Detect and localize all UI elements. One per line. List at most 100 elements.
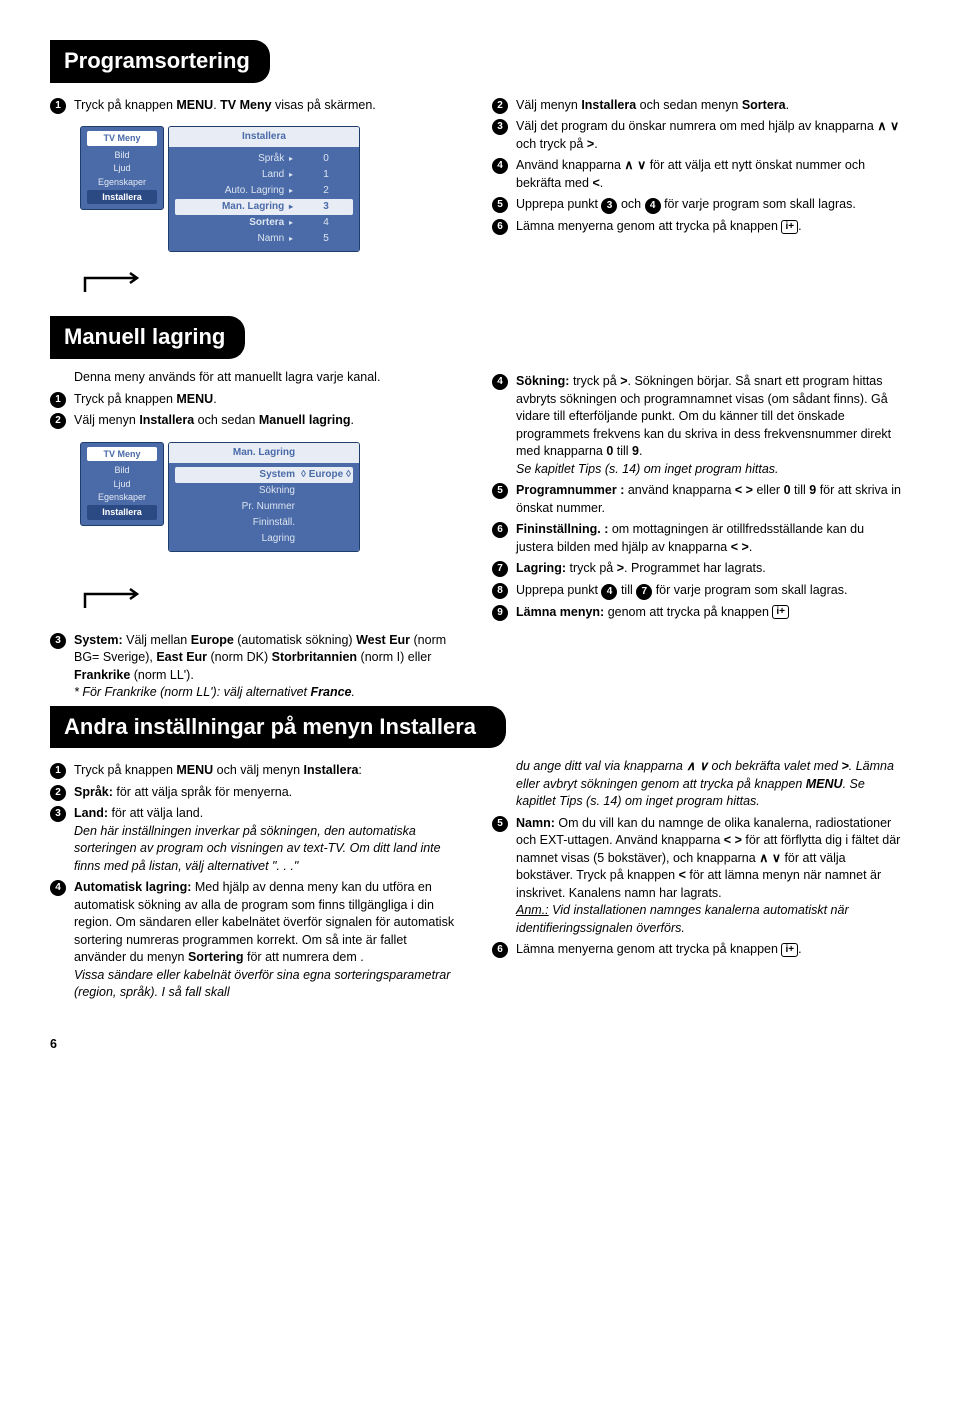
l: Auto. Lagring bbox=[225, 185, 285, 196]
text: Tryck på knappen bbox=[74, 98, 176, 112]
note: Anm.: Vid installationen namnges kanaler… bbox=[516, 902, 904, 937]
kw: West Eur bbox=[356, 633, 410, 647]
arrow-right-icon bbox=[587, 137, 594, 151]
kw: MENU bbox=[176, 392, 213, 406]
text: och välj menyn bbox=[213, 763, 303, 777]
text: genom att trycka på knappen bbox=[604, 605, 772, 619]
bullet-4: 4 bbox=[492, 374, 508, 390]
lead: Språk: bbox=[74, 785, 113, 799]
lead: Sökning: bbox=[516, 374, 569, 388]
side-line: Egenskaper bbox=[87, 491, 157, 504]
sec1-right: 2 Välj menyn Installera och sedan menyn … bbox=[492, 93, 904, 316]
item-body: Tryck på knappen MENU och välj menyn Ins… bbox=[74, 762, 462, 780]
text: . bbox=[213, 392, 216, 406]
bullet-5: 5 bbox=[492, 197, 508, 213]
arrow-right-icon bbox=[746, 483, 753, 497]
l: Man. Lagring bbox=[222, 201, 284, 212]
bullet-ref-4: 4 bbox=[601, 584, 617, 600]
sec3-right: du ange ditt val via knapparna och bekrä… bbox=[492, 758, 904, 1006]
bullet-1: 1 bbox=[50, 763, 66, 779]
menu-figure-2: TV Meny Bild Ljud Egenskaper Installera … bbox=[80, 442, 462, 612]
bullet-9: 9 bbox=[492, 605, 508, 621]
text: Använd knapparna bbox=[516, 158, 624, 172]
l: Namn bbox=[258, 233, 285, 244]
lead: Programnummer : bbox=[516, 483, 624, 497]
kw: Installera bbox=[139, 413, 194, 427]
sec2-item7: 7 Lagring: tryck på . Programmet har lag… bbox=[492, 560, 904, 578]
menu-row: Namn 5 bbox=[175, 231, 353, 247]
l: Land bbox=[262, 169, 284, 180]
bullet-3: 3 bbox=[50, 633, 66, 649]
menu-side-tab: TV Meny Bild Ljud Egenskaper Installera bbox=[80, 442, 164, 526]
menu-arrow-icon bbox=[80, 272, 164, 296]
menu-row: Sökning bbox=[175, 483, 353, 499]
sec1-item6: 6 Lämna menyerna genom att trycka på kna… bbox=[492, 218, 904, 236]
item-body: Fininställning. : om mottagningen är oti… bbox=[516, 521, 904, 556]
kw: MENU bbox=[806, 777, 843, 791]
r: 3 bbox=[301, 200, 351, 214]
sec3-item5: 5 Namn: Om du vill kan du namnge de olik… bbox=[492, 815, 904, 938]
side-line: Egenskaper bbox=[87, 176, 157, 189]
arrow-up-icon bbox=[759, 851, 768, 865]
sec2-item9: 9 Lämna menyn: genom att trycka på knapp… bbox=[492, 604, 904, 622]
l: Pr. Nummer bbox=[177, 500, 301, 514]
arrow-right-icon bbox=[735, 833, 742, 847]
text: eller bbox=[753, 483, 784, 497]
r: 5 bbox=[301, 232, 351, 246]
bullet-3: 3 bbox=[50, 806, 66, 822]
sec2-item8: 8 Upprepa punkt 4 till 7 för varje progr… bbox=[492, 582, 904, 600]
sec3-item1: 1 Tryck på knappen MENU och välj menyn I… bbox=[50, 762, 462, 780]
text: . bbox=[639, 444, 642, 458]
sec2-item4: 4 Sökning: tryck på . Sökningen börjar. … bbox=[492, 373, 904, 478]
bullet-3: 3 bbox=[492, 119, 508, 135]
text: Upprepa punkt bbox=[516, 197, 601, 211]
bullet-2: 2 bbox=[492, 98, 508, 114]
l: Fininställ. bbox=[177, 516, 301, 530]
kw: MENU bbox=[176, 763, 213, 777]
item-body: Lämna menyerna genom att trycka på knapp… bbox=[516, 218, 904, 236]
arrow-down-icon bbox=[699, 759, 708, 773]
info-icon bbox=[772, 605, 789, 619]
sec1-item1: 1 Tryck på knappen MENU. TV Meny visas p… bbox=[50, 97, 462, 115]
side-line: Bild bbox=[87, 149, 157, 162]
sec3-item4: 4 Automatisk lagring: Med hjälp av denna… bbox=[50, 879, 462, 1002]
sec2-item1: 1 Tryck på knappen MENU. bbox=[50, 391, 462, 409]
text: för att numrera dem . bbox=[244, 950, 364, 964]
kw: Europe bbox=[191, 633, 234, 647]
item-body: Tryck på knappen MENU. TV Meny visas på … bbox=[74, 97, 462, 115]
bullet-2: 2 bbox=[50, 413, 66, 429]
text: (norm I) eller bbox=[357, 650, 431, 664]
item-body: Programnummer : använd knapparna eller 0… bbox=[516, 482, 904, 517]
arrow-right-icon bbox=[742, 540, 749, 554]
lead: System: bbox=[74, 633, 123, 647]
panel-title: Installera bbox=[169, 127, 359, 147]
note: * För Frankrike (norm LL'): välj alterna… bbox=[74, 684, 462, 702]
sec3-left: 1 Tryck på knappen MENU och välj menyn I… bbox=[50, 758, 462, 1006]
kw: MENU bbox=[176, 98, 213, 112]
bullet-6: 6 bbox=[492, 522, 508, 538]
text: Tryck på knappen bbox=[74, 392, 176, 406]
item-body: Välj det program du önskar numrera om me… bbox=[516, 118, 904, 153]
text: . bbox=[786, 98, 789, 112]
note: Se kapitlet Tips (s. 14) om inget progra… bbox=[516, 461, 904, 479]
sec2-right: 4 Sökning: tryck på . Sökningen börjar. … bbox=[492, 369, 904, 705]
page-number: 6 bbox=[50, 1036, 904, 1054]
arrow-left-icon bbox=[731, 540, 738, 554]
r: 4 bbox=[301, 216, 351, 230]
text: tryck på bbox=[566, 561, 617, 575]
arrow-left-icon bbox=[735, 483, 742, 497]
lead: Automatisk lagring: bbox=[74, 880, 191, 894]
arrow-right-icon bbox=[617, 561, 624, 575]
kw: Frankrike bbox=[74, 668, 130, 682]
section-title-manuell: Manuell lagring bbox=[50, 316, 245, 359]
arrow-left-icon bbox=[724, 833, 731, 847]
text: . bbox=[351, 413, 354, 427]
sec2-item6: 6 Fininställning. : om mottagningen är o… bbox=[492, 521, 904, 556]
r: 2 bbox=[301, 184, 351, 198]
section-title-programsortering: Programsortering bbox=[50, 40, 270, 83]
side-line: Installera bbox=[87, 505, 157, 520]
arrow-down-icon bbox=[890, 119, 899, 133]
item-body: Lämna menyerna genom att trycka på knapp… bbox=[516, 941, 904, 959]
caret-icon bbox=[287, 201, 295, 212]
text: * För Frankrike (norm LL'): välj alterna… bbox=[74, 685, 311, 699]
